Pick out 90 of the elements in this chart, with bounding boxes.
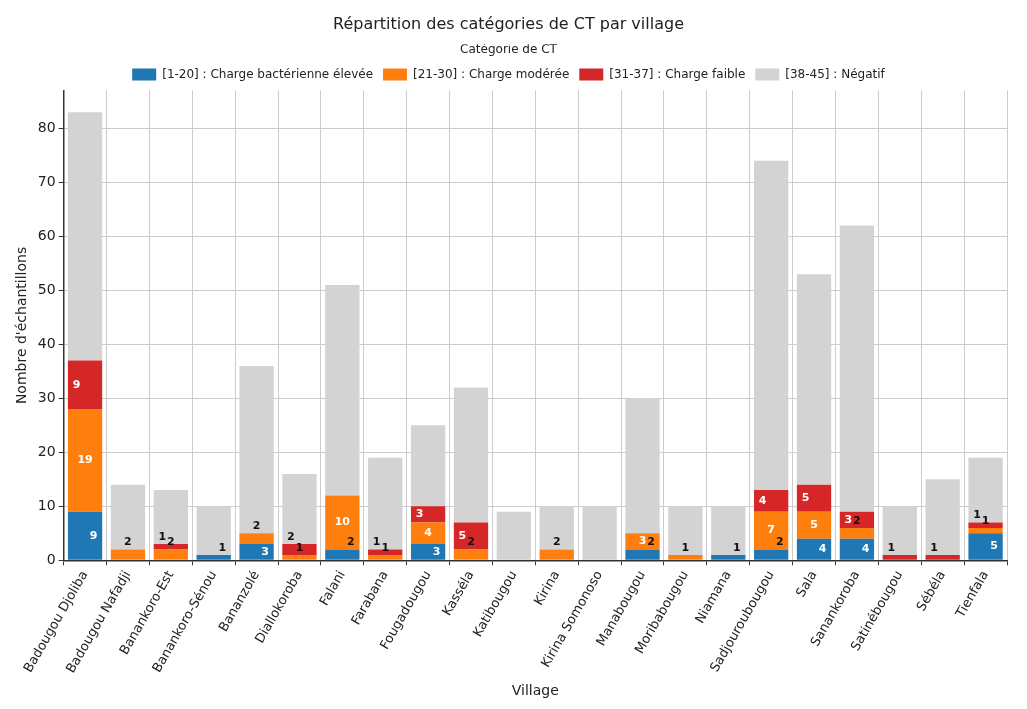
- bar: [754, 511, 789, 550]
- legend-label: [31-37] : Charge faible: [609, 66, 746, 81]
- data-label: 4: [818, 542, 827, 556]
- bar: [453, 549, 489, 560]
- data-label: 5: [810, 518, 818, 532]
- bar: [839, 527, 875, 539]
- bar: [325, 495, 360, 550]
- data-label: 2: [287, 529, 295, 543]
- legend-title: Catégorie de CT: [460, 42, 558, 57]
- bar: [325, 549, 360, 560]
- data-label: 2: [252, 519, 261, 533]
- data-label: 3: [432, 544, 441, 558]
- data-label: 2: [853, 513, 861, 527]
- data-label: 3: [638, 534, 647, 548]
- bar: [368, 549, 403, 555]
- bar: [796, 538, 832, 560]
- y-tick-label: 20: [37, 442, 56, 459]
- bar: [239, 533, 274, 545]
- data-label: 2: [124, 535, 132, 549]
- data-label: 2: [347, 535, 355, 549]
- data-label: 2: [647, 535, 655, 549]
- data-label: 3: [844, 512, 853, 526]
- bar: [67, 409, 103, 512]
- bar: [925, 554, 960, 560]
- data-label: 5: [458, 528, 467, 542]
- bar: [196, 554, 231, 560]
- bar: [453, 522, 489, 550]
- bar: [153, 549, 188, 560]
- bar: [754, 490, 789, 512]
- data-label: 3: [415, 507, 424, 521]
- data-label: 5: [990, 539, 998, 553]
- y-tick-label: 0: [46, 550, 56, 567]
- data-label: 4: [424, 526, 433, 540]
- data-label: 2: [775, 535, 784, 549]
- bar: [539, 549, 574, 560]
- bar: [410, 522, 446, 545]
- x-axis-title: Village: [511, 682, 559, 699]
- data-label: 9: [72, 377, 81, 391]
- y-axis-title: Nombre d'échantillons: [13, 246, 30, 405]
- data-label: 7: [767, 523, 775, 537]
- y-tick-label: 40: [37, 334, 56, 351]
- bar: [968, 533, 1003, 560]
- data-label: 1: [733, 540, 741, 554]
- bar: [282, 544, 317, 555]
- data-label: 2: [467, 535, 475, 549]
- bar: [67, 511, 103, 560]
- legend-label: [38-45] : Négatif: [785, 66, 886, 81]
- legend-label: [21-30] : Charge modérée: [413, 66, 570, 81]
- y-tick-label: 60: [37, 227, 56, 243]
- data-label: 5: [801, 491, 810, 505]
- bar: [968, 527, 1003, 534]
- chart-title: Répartition des catégories de CT par village: [333, 13, 684, 33]
- bar: [110, 549, 146, 560]
- bar: [410, 544, 446, 560]
- bar: [968, 522, 1003, 528]
- data-label: 1: [887, 540, 896, 554]
- data-label: 3: [261, 544, 269, 558]
- bar: [882, 554, 917, 560]
- bar: [67, 360, 103, 410]
- bar: [282, 554, 317, 560]
- bar: [368, 554, 403, 560]
- data-label: 19: [77, 453, 93, 467]
- y-tick-label: 10: [37, 496, 56, 513]
- bar: [839, 538, 875, 560]
- bar: [668, 554, 703, 560]
- bar: [496, 511, 532, 560]
- data-label: 1: [930, 540, 938, 554]
- y-tick-label: 70: [37, 173, 56, 190]
- data-label: 1: [218, 540, 227, 554]
- bar: [239, 544, 274, 560]
- y-tick-label: 80: [37, 119, 56, 136]
- bar: [625, 549, 660, 560]
- bar: [711, 554, 746, 560]
- bar: [410, 506, 446, 523]
- bar: [754, 549, 789, 560]
- data-label: 1: [158, 529, 167, 543]
- data-label: 10: [334, 515, 351, 529]
- data-label: 4: [861, 542, 870, 556]
- legend-label: [1-20] : Charge bactérienne élevée: [162, 66, 374, 81]
- data-label: 1: [372, 535, 381, 549]
- data-label: 1: [295, 540, 304, 554]
- data-label: 1: [681, 540, 690, 554]
- bar: [796, 511, 832, 539]
- data-label: 2: [552, 535, 561, 549]
- y-tick-label: 30: [37, 388, 56, 405]
- y-tick-label: 50: [37, 280, 56, 297]
- data-label: 4: [758, 493, 767, 507]
- data-label: 1: [973, 508, 981, 522]
- data-label: 9: [89, 528, 98, 542]
- bar: [796, 484, 832, 512]
